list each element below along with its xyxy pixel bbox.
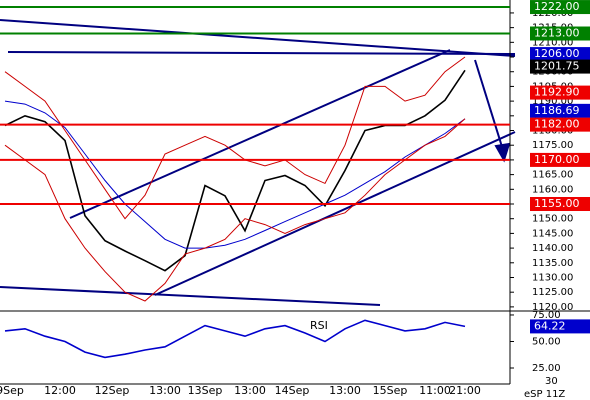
trendlines bbox=[0, 19, 516, 306]
x-tick-label: 13:00 bbox=[234, 384, 266, 397]
y-tick-label: 1145.00 bbox=[532, 228, 573, 239]
y-tick-label: 1150.00 bbox=[532, 214, 573, 225]
series-line bbox=[4, 118, 466, 302]
x-tick-label: 21:00 bbox=[449, 384, 481, 397]
trendline bbox=[69, 49, 451, 219]
level-box bbox=[530, 26, 590, 41]
arrow-head bbox=[494, 142, 511, 163]
x-tick-label: 13:00 bbox=[329, 384, 361, 397]
y-tick-label: 50.00 bbox=[532, 336, 561, 347]
level-label: 1201.75 bbox=[534, 60, 580, 73]
trendline bbox=[7, 51, 516, 55]
y-tick-label: 1130.00 bbox=[532, 272, 573, 283]
panel-title: RSI bbox=[310, 319, 328, 332]
arrow bbox=[474, 59, 504, 151]
x-tick-label: 13Sep bbox=[188, 384, 223, 397]
y-tick-label: 25.00 bbox=[532, 363, 561, 374]
y-tick-label: 1135.00 bbox=[532, 258, 573, 269]
level-box bbox=[530, 197, 590, 212]
level-label: 1186.69 bbox=[534, 104, 580, 117]
y-tick-label: 1210.00 bbox=[532, 37, 573, 48]
level-box bbox=[530, 117, 590, 132]
trendline bbox=[0, 286, 381, 306]
x-tick-label: 12:00 bbox=[44, 384, 76, 397]
series-line bbox=[4, 319, 466, 359]
footer-text: 30 bbox=[545, 376, 558, 387]
level-label: 1192.90 bbox=[534, 86, 580, 99]
y-tick-label: 75.00 bbox=[532, 310, 561, 321]
x-tick-label: 15Sep bbox=[373, 384, 408, 397]
trendline bbox=[0, 19, 516, 57]
level-box bbox=[530, 152, 590, 167]
series-line bbox=[4, 100, 466, 249]
level-box bbox=[530, 47, 590, 62]
x-tick-label: 14Sep bbox=[275, 384, 310, 397]
y-tick-label: 1190.00 bbox=[532, 96, 573, 107]
y-tick-label: 1160.00 bbox=[532, 184, 573, 195]
x-tick-label: 12Sep bbox=[95, 384, 130, 397]
level-label: 1222.00 bbox=[534, 0, 580, 13]
x-tick-label: 13:00 bbox=[149, 384, 181, 397]
level-label: 1213.00 bbox=[534, 27, 580, 40]
level-label: 1182.00 bbox=[534, 118, 580, 131]
footer-text: eSP 11Z bbox=[524, 389, 565, 400]
level-box bbox=[530, 59, 590, 74]
level-box bbox=[530, 103, 590, 118]
level-label: 1206.00 bbox=[534, 47, 580, 60]
level-box bbox=[530, 0, 590, 15]
current-box bbox=[530, 319, 590, 334]
y-tick-label: 1165.00 bbox=[532, 170, 573, 181]
level-label: 1155.00 bbox=[534, 197, 580, 210]
level-box bbox=[530, 85, 590, 100]
x-tick-label: 11:00 bbox=[419, 384, 451, 397]
y-tick-label: 1125.00 bbox=[532, 287, 573, 298]
level-label: 1170.00 bbox=[534, 153, 580, 166]
y-tick-label: 1120.00 bbox=[532, 302, 573, 313]
current-label: 64.22 bbox=[534, 319, 566, 332]
series-line bbox=[4, 56, 466, 220]
x-tick-label: 9Sep bbox=[0, 384, 24, 397]
y-tick-label: 1175.00 bbox=[532, 140, 573, 151]
y-tick-label: 1140.00 bbox=[532, 243, 573, 254]
